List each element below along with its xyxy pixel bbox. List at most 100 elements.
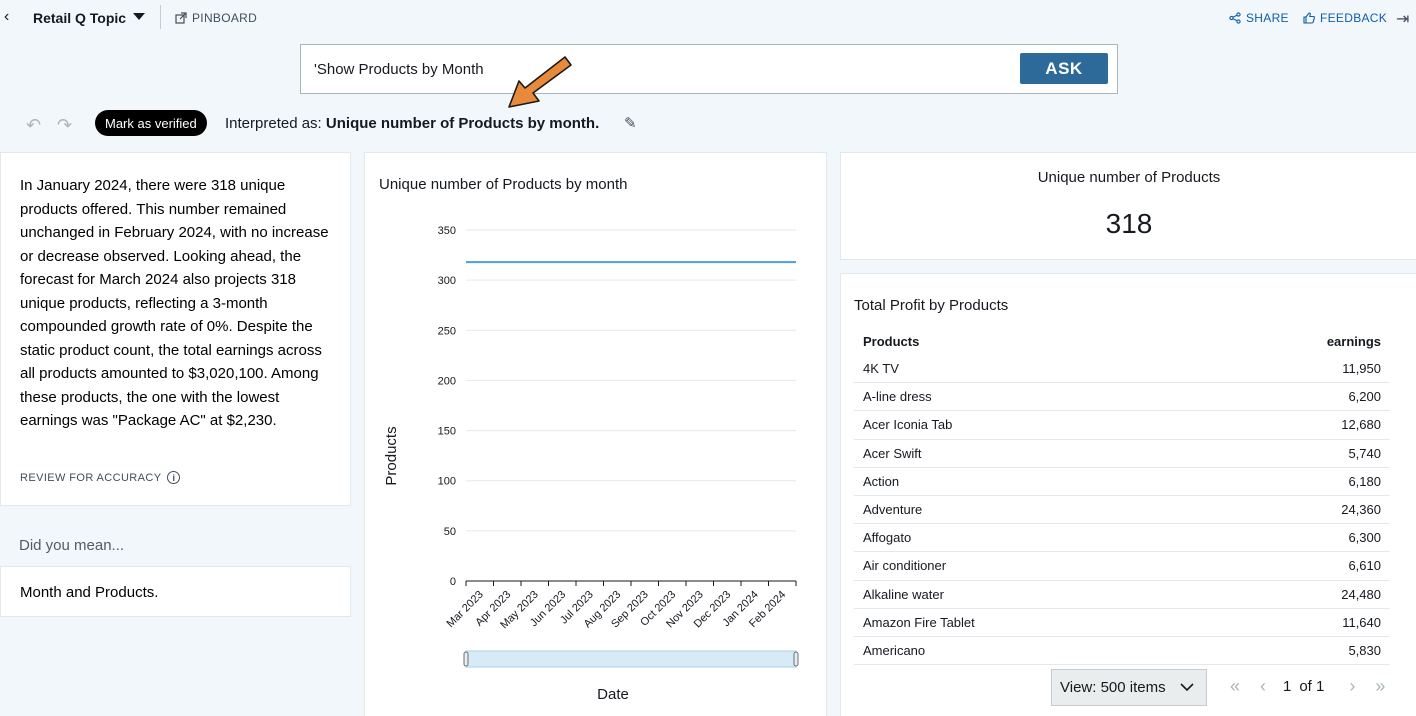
- table-row[interactable]: Alkaline water 24,480: [854, 581, 1390, 609]
- interpretation-value: Unique number of Products by month.: [325, 115, 600, 132]
- table-row[interactable]: Amazon Fire Tablet 11,640: [854, 609, 1390, 637]
- cell-earnings: 6,300: [1348, 530, 1381, 546]
- next-page-icon[interactable]: ›: [1349, 676, 1356, 696]
- table-row[interactable]: Air conditioner 6,610: [854, 552, 1390, 581]
- table-header: Products earnings: [854, 327, 1390, 355]
- cell-earnings: 6,180: [1348, 473, 1381, 489]
- column-header-earnings[interactable]: earnings: [1326, 333, 1381, 349]
- cell-product: Acer Swift: [863, 445, 922, 461]
- page-total: of 1: [1299, 678, 1325, 695]
- chevron-down-icon: [1180, 683, 1194, 692]
- kpi-title: Unique number of Products: [1037, 169, 1221, 186]
- table-row[interactable]: Action 6,180: [854, 468, 1390, 496]
- search-input[interactable]: 'Show Products by Month: [314, 61, 484, 78]
- cell-product: Amazon Fire Tablet: [863, 614, 975, 630]
- y-tick-label: 200: [438, 375, 456, 387]
- topic-title[interactable]: Retail Q Topic: [33, 10, 127, 26]
- cell-earnings: 5,740: [1348, 445, 1381, 461]
- mark-as-verified-button[interactable]: Mark as verified: [95, 110, 207, 136]
- top-bar: ‹ Retail Q Topic PINBOARD SHARE FEEDBACK…: [0, 0, 1416, 34]
- annotation-arrow-icon: [508, 56, 572, 108]
- pinboard-button[interactable]: PINBOARD: [175, 11, 257, 25]
- table-row[interactable]: 4K TV 11,950: [854, 355, 1390, 384]
- table-row[interactable]: A-line dress 6,200: [854, 383, 1390, 412]
- cell-product: Adventure: [863, 502, 923, 518]
- ask-button[interactable]: ASK: [1020, 53, 1108, 84]
- table-panel: Total Profit by Products Products earnin…: [840, 273, 1416, 716]
- y-axis-label: Products: [383, 426, 400, 485]
- range-slider-track[interactable]: [465, 650, 797, 668]
- column-header-products[interactable]: Products: [863, 333, 920, 349]
- last-page-icon[interactable]: »: [1375, 676, 1386, 696]
- range-slider-handle-left[interactable]: [463, 651, 469, 667]
- current-page[interactable]: 1: [1283, 678, 1292, 695]
- y-tick-label: 0: [450, 576, 456, 588]
- cell-earnings: 6,200: [1348, 389, 1381, 405]
- collapse-panel-icon[interactable]: ⇥: [1396, 11, 1410, 28]
- review-label: REVIEW FOR ACCURACY: [20, 471, 162, 484]
- table-row[interactable]: Acer Iconia Tab 12,680: [854, 411, 1390, 440]
- topic-dropdown-caret-icon[interactable]: [133, 13, 145, 20]
- feedback-label: FEEDBACK: [1320, 11, 1388, 25]
- cell-product: 4K TV: [863, 361, 899, 377]
- cell-earnings: 24,360: [1341, 502, 1381, 518]
- info-icon[interactable]: i: [167, 471, 181, 484]
- cell-product: Affogato: [863, 530, 912, 546]
- suggestion-card[interactable]: Month and Products.: [0, 566, 351, 617]
- share-icon: [1229, 12, 1241, 24]
- cell-product: Americano: [863, 642, 926, 658]
- feedback-button[interactable]: FEEDBACK: [1303, 11, 1387, 25]
- prev-page-icon[interactable]: ‹: [1260, 676, 1266, 696]
- line-chart-panel: Unique number of Products by month 0 50 10…: [364, 152, 827, 716]
- review-for-accuracy[interactable]: REVIEW FOR ACCURACY i: [20, 471, 181, 484]
- table-row[interactable]: Adventure 24,360: [854, 496, 1390, 525]
- kpi-value: 318: [1105, 208, 1153, 239]
- summary-text: In January 2024, there were 318 unique p…: [20, 177, 329, 429]
- interpretation-prefix: Interpreted as:: [225, 115, 326, 132]
- executive-summary-panel: In January 2024, there were 318 unique p…: [0, 152, 351, 506]
- view-items-select[interactable]: View: 500 items: [1051, 669, 1207, 706]
- cell-earnings: 24,480: [1341, 586, 1381, 602]
- cell-product: Action: [863, 473, 900, 489]
- table-row[interactable]: Affogato 6,300: [854, 524, 1390, 553]
- external-link-icon: [175, 12, 187, 24]
- back-chevron-icon[interactable]: ‹: [4, 8, 10, 25]
- y-tick-label: 50: [444, 526, 456, 538]
- did-you-mean-label: Did you mean...: [19, 537, 125, 554]
- chart-title: Unique number of Products by month: [379, 176, 628, 193]
- cell-product: Air conditioner: [863, 558, 947, 574]
- kpi-panel: Unique number of Products 318: [840, 152, 1416, 260]
- cell-earnings: 5,830: [1348, 642, 1381, 658]
- cell-product: Acer Iconia Tab: [863, 417, 953, 433]
- undo-icon[interactable]: ↶: [26, 115, 42, 135]
- cell-product: Alkaline water: [863, 586, 944, 602]
- thumbs-up-icon: [1303, 12, 1315, 24]
- share-label: SHARE: [1246, 11, 1289, 25]
- cell-earnings: 6,610: [1348, 558, 1381, 574]
- table-title: Total Profit by Products: [854, 297, 1009, 314]
- view-items-label: View: 500 items: [1060, 679, 1166, 696]
- suggestion-text: Month and Products.: [20, 584, 159, 601]
- divider: [160, 5, 161, 29]
- table-row[interactable]: Americano 5,830: [854, 637, 1390, 666]
- y-tick-label: 300: [438, 275, 456, 287]
- redo-icon[interactable]: ↷: [57, 115, 73, 135]
- y-tick-label: 250: [438, 325, 456, 337]
- share-button[interactable]: SHARE: [1229, 11, 1289, 25]
- y-tick-label: 350: [438, 225, 456, 237]
- edit-pencil-icon[interactable]: ✎: [624, 115, 637, 132]
- table-row[interactable]: Acer Swift 5,740: [854, 440, 1390, 468]
- x-axis-label: Date: [597, 686, 629, 703]
- cell-earnings: 11,950: [1342, 361, 1381, 377]
- interpretation-text: Interpreted as: Unique number of Product…: [225, 115, 599, 132]
- first-page-icon[interactable]: «: [1229, 676, 1240, 696]
- cell-earnings: 11,640: [1342, 614, 1381, 630]
- pinboard-label: PINBOARD: [192, 11, 258, 25]
- cell-product: A-line dress: [863, 389, 932, 405]
- question-search-box[interactable]: 'Show Products by Month ASK: [300, 44, 1118, 94]
- pagination: « ‹ 1 of 1 › »: [1221, 676, 1394, 697]
- cell-earnings: 12,680: [1341, 417, 1381, 433]
- y-tick-label: 150: [438, 426, 456, 438]
- range-slider-handle-right[interactable]: [793, 651, 799, 667]
